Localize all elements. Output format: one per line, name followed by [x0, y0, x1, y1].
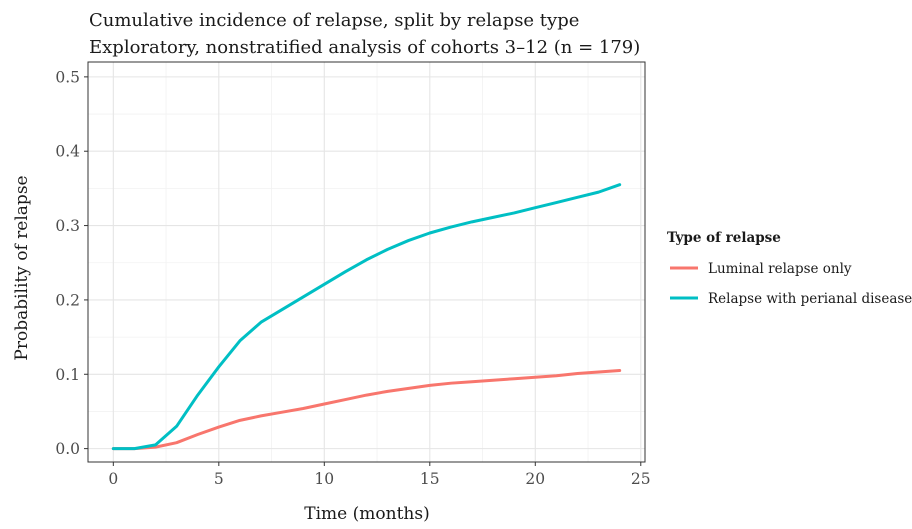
- chart-subtitle: Exploratory, nonstratified analysis of c…: [89, 37, 640, 58]
- x-tick-label: 5: [214, 470, 224, 488]
- legend-items: Luminal relapse only Relapse with periana…: [670, 261, 912, 307]
- chart-title: Cumulative incidence of relapse, split b…: [89, 10, 579, 31]
- legend-label-relapse-with-perianal-disease: Relapse with perianal disease: [708, 291, 912, 307]
- y-axis-title: Probability of relapse: [12, 175, 32, 360]
- panel-background: [88, 62, 645, 462]
- x-tick-label: 20: [525, 470, 545, 488]
- series-line-luminal-relapse-only: [111, 369, 622, 451]
- y-tick-label: 0.1: [55, 366, 80, 384]
- plot-area: [87, 61, 646, 463]
- y-tick-label: 0.3: [55, 217, 80, 235]
- x-tick-label: 10: [314, 470, 334, 488]
- minor-gridlines: [88, 62, 645, 462]
- legend-label-luminal-relapse-only: Luminal relapse only: [708, 261, 852, 277]
- x-tick-label: 15: [420, 470, 440, 488]
- legend: Type of relapse Luminal relapse only Rela…: [667, 230, 912, 307]
- x-tick-label: 25: [631, 470, 651, 488]
- series-lines: [111, 183, 622, 451]
- y-tick-label: 0.2: [55, 291, 80, 309]
- x-axis: 0 5 10 15 20 25: [108, 462, 651, 488]
- major-gridlines: [88, 62, 645, 462]
- y-tick-label: 0.5: [55, 68, 80, 86]
- y-axis: 0.0 0.1 0.2 0.3 0.4 0.5: [55, 68, 88, 458]
- y-tick-label: 0.0: [55, 440, 80, 458]
- legend-title: Type of relapse: [667, 230, 781, 246]
- series-line-relapse-with-perianal-disease: [111, 183, 622, 451]
- y-tick-label: 0.4: [55, 143, 80, 161]
- x-tick-label: 0: [108, 470, 118, 488]
- panel-border: [87, 61, 646, 463]
- x-axis-title: Time (months): [304, 504, 429, 524]
